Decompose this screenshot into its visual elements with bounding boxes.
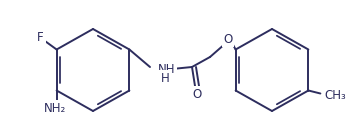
Text: O: O xyxy=(223,33,232,45)
Text: H: H xyxy=(161,71,170,85)
Text: CH₃: CH₃ xyxy=(324,89,346,102)
Text: NH: NH xyxy=(158,63,176,75)
Text: O: O xyxy=(192,87,201,100)
Text: NH₂: NH₂ xyxy=(43,102,66,115)
Text: F: F xyxy=(37,31,44,44)
